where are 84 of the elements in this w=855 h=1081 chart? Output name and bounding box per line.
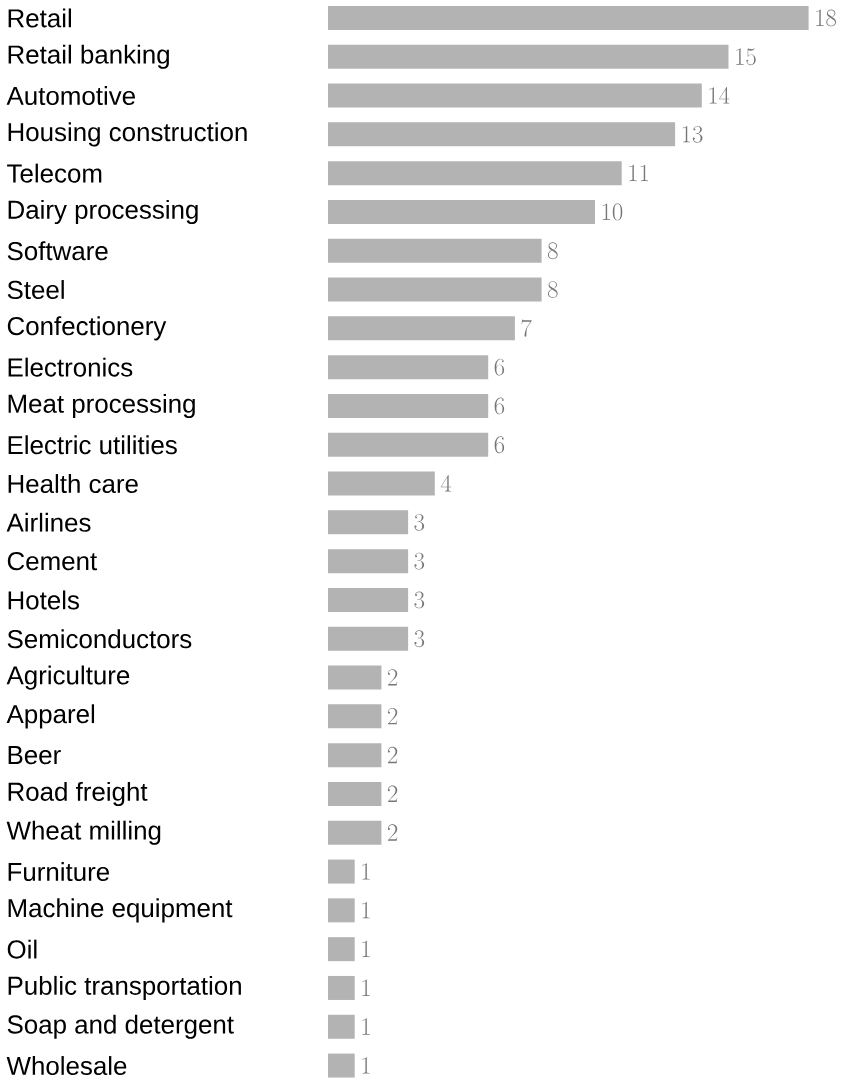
y-tick-label: Public transportation	[8, 975, 241, 1001]
y-tick-label: Furniture	[8, 862, 109, 882]
bar	[328, 781, 382, 806]
bar	[328, 161, 622, 186]
y-tick-label: Electronics	[8, 357, 133, 377]
y-tick-label: Health care	[8, 474, 138, 494]
data-label: 1	[362, 901, 370, 919]
y-tick-label: Beer	[8, 746, 61, 765]
y-tick-label: Machine equipment	[8, 898, 233, 923]
bar	[328, 820, 382, 845]
y-tick-label: Cement	[7, 551, 98, 571]
data-label: 1	[362, 1018, 370, 1035]
y-tick-label: Wholesale	[6, 1056, 127, 1076]
y-tick-label: Airlines	[6, 512, 91, 532]
data-label: 3	[414, 552, 425, 570]
bar	[328, 238, 542, 263]
y-tick-label: Retail banking	[8, 44, 169, 69]
data-label: 15	[736, 48, 756, 66]
bar	[328, 898, 355, 923]
bar	[328, 122, 676, 147]
y-tick-label: Semiconductors	[7, 629, 192, 649]
data-label: 14	[709, 86, 730, 104]
bar	[328, 587, 409, 612]
y-tick-label: Electric utilities	[8, 435, 177, 455]
data-label: 2	[387, 824, 398, 841]
bar	[328, 5, 809, 30]
y-tick-label: Road freight	[8, 781, 148, 807]
data-label: 2	[387, 746, 398, 764]
data-label: 4	[440, 474, 452, 492]
data-label: 1	[362, 1057, 370, 1074]
data-label: 3	[414, 630, 425, 648]
data-label: 3	[414, 513, 425, 531]
bar	[328, 549, 409, 574]
y-tick-label: Confectionery	[7, 316, 167, 341]
bar	[328, 626, 409, 651]
data-label: 2	[387, 785, 398, 802]
y-tick-label: Dairy processing	[8, 199, 198, 225]
bar	[328, 704, 382, 729]
bar	[328, 44, 729, 69]
y-tick-label: Agriculture	[6, 665, 130, 690]
data-label: 8	[547, 242, 558, 260]
y-tick-label: Wheat milling	[6, 820, 161, 845]
data-label: 18	[816, 9, 837, 27]
y-tick-label: Meat processing	[8, 393, 195, 419]
bar	[328, 355, 489, 380]
data-label: 13	[682, 125, 703, 143]
y-tick-label: Steel	[7, 280, 64, 300]
data-label: 2	[387, 707, 398, 725]
bar	[328, 277, 542, 302]
data-label: 3	[414, 591, 425, 609]
bar	[328, 975, 355, 1000]
bar	[328, 432, 489, 457]
bar	[328, 316, 515, 341]
data-label: 1	[362, 979, 370, 996]
bar	[328, 1053, 355, 1078]
data-label: 6	[494, 397, 505, 415]
y-tick-label: Apparel	[6, 704, 95, 729]
y-tick-label: Telecom	[7, 163, 102, 183]
bar	[328, 471, 435, 496]
bar	[328, 859, 355, 884]
bar	[328, 665, 382, 690]
bar	[328, 937, 355, 962]
bar	[328, 83, 702, 108]
y-tick-label: Hotels	[8, 590, 79, 610]
data-label: 8	[547, 281, 558, 298]
y-tick-label: Automotive	[6, 86, 135, 106]
data-label: 6	[494, 436, 505, 454]
bar	[328, 510, 409, 535]
data-label: 7	[521, 319, 532, 337]
y-tick-label: Retail	[8, 8, 71, 28]
data-label: 1	[362, 863, 370, 880]
data-label: 2	[387, 669, 398, 686]
y-tick-label: Housing construction	[8, 122, 247, 147]
y-tick-label: Soap and detergent	[7, 1014, 234, 1039]
data-label: 10	[602, 203, 623, 221]
data-label: 11	[629, 164, 649, 182]
bar	[328, 393, 489, 418]
data-label: 6	[494, 358, 505, 376]
y-tick-label: Software	[7, 241, 108, 261]
data-label: 1	[362, 940, 370, 958]
bar	[328, 1014, 355, 1039]
bar	[328, 743, 382, 768]
y-tick-label: Oil	[7, 939, 37, 959]
bar	[328, 199, 595, 224]
